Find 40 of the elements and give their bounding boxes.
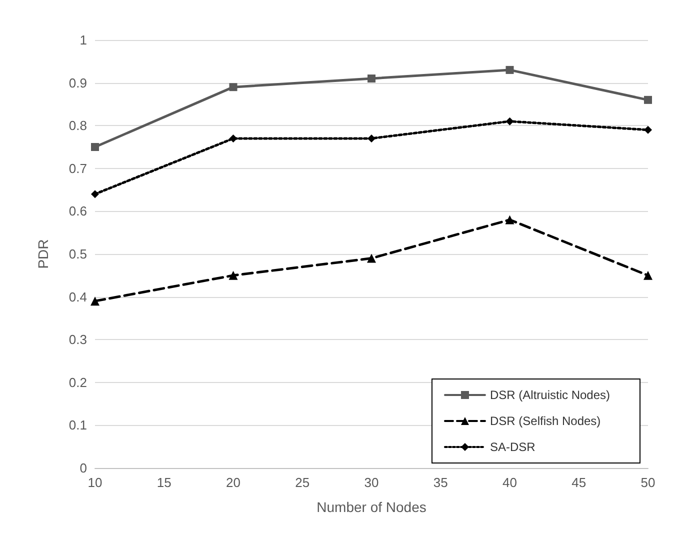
x-tick-label: 20 <box>226 475 240 490</box>
point <box>368 74 376 83</box>
y-tick-label: 1 <box>80 32 87 48</box>
point <box>505 215 514 224</box>
y-tick-label: 0.7 <box>68 160 87 176</box>
y-axis-title: PDR <box>35 239 51 269</box>
y-tick-label: 0.4 <box>68 289 87 304</box>
x-tick-label: 25 <box>295 475 310 490</box>
y-tick-label: 0.6 <box>68 204 87 219</box>
y-tick-label: 0.1 <box>68 418 87 433</box>
y-tick-label: 0 <box>80 460 87 476</box>
y-tick-label: 0.5 <box>68 246 87 262</box>
y-tick-label: 0.8 <box>68 118 87 134</box>
y-tick-label: 0.2 <box>68 374 87 390</box>
point <box>90 296 100 306</box>
point <box>644 270 652 280</box>
legend-label: DSR (Selfish Nodes) <box>490 414 601 428</box>
legend-label: DSR (Altruistic Nodes) <box>490 388 610 402</box>
point <box>228 270 238 280</box>
point <box>367 254 376 263</box>
point <box>229 83 238 92</box>
y-tick-label: 0.9 <box>68 75 87 90</box>
x-axis-title: Number of Nodes <box>316 499 426 515</box>
x-tick-label: 45 <box>572 475 586 490</box>
point <box>368 134 376 142</box>
point <box>644 126 652 134</box>
x-tick-label: 40 <box>502 475 517 490</box>
point <box>229 134 238 142</box>
point <box>91 190 99 198</box>
point <box>506 66 514 74</box>
point <box>644 96 652 104</box>
x-tick-label: 30 <box>364 475 379 490</box>
point <box>506 117 514 126</box>
legend-label: SA-DSR <box>490 440 536 454</box>
x-tick-label: 35 <box>433 475 448 490</box>
y-tick-label: 0.3 <box>68 332 87 348</box>
point <box>91 143 99 151</box>
x-tick-label: 15 <box>156 475 172 490</box>
x-tick-label: 10 <box>88 475 102 490</box>
x-tick-label: 50 <box>640 475 656 490</box>
